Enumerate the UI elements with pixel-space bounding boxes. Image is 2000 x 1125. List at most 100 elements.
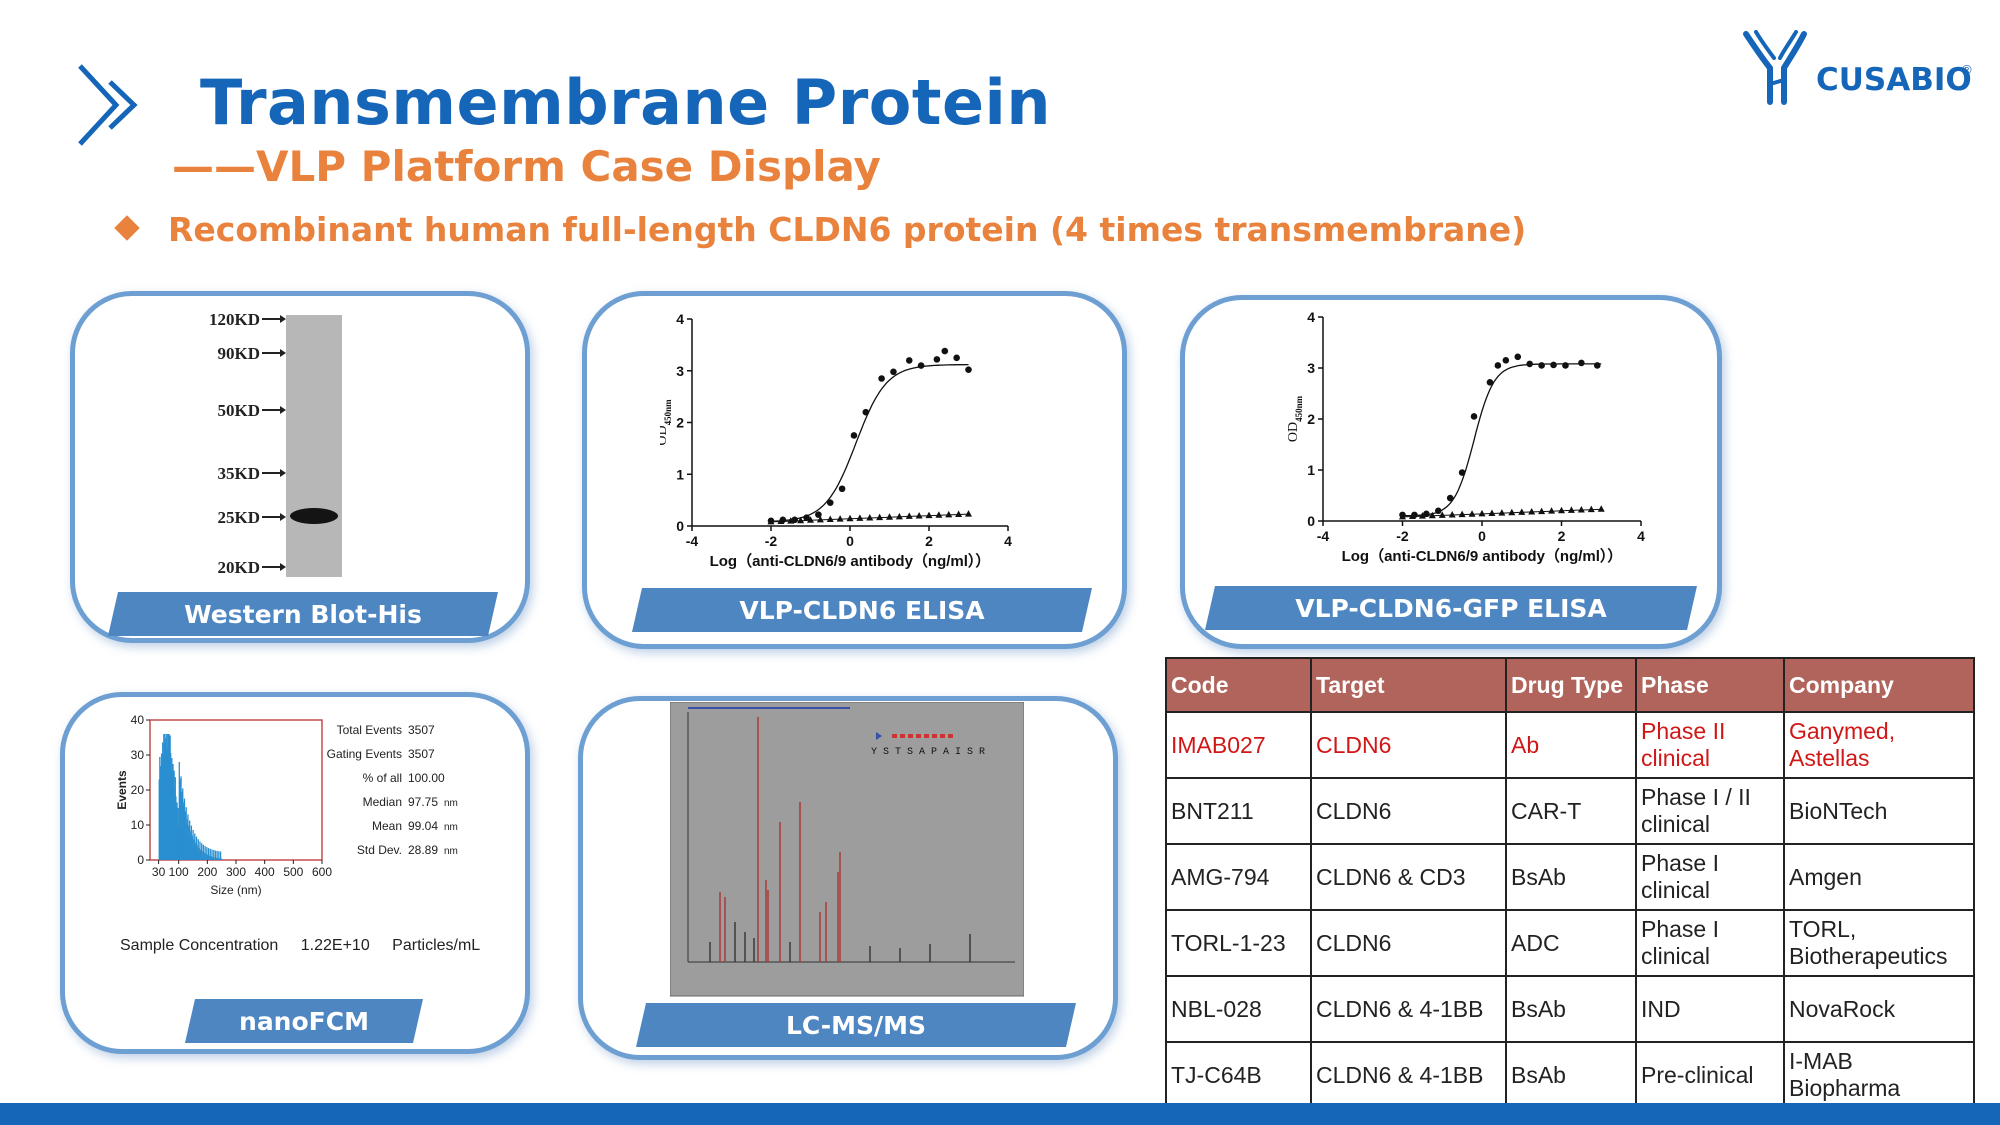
x-axis-label: Size (nm) bbox=[210, 883, 261, 897]
y-tick-label: 0 bbox=[676, 518, 684, 534]
histogram-bar bbox=[218, 851, 220, 860]
bullet-heading: Recombinant human full-length CLDN6 prot… bbox=[114, 210, 1526, 249]
footer-bar bbox=[0, 1103, 2000, 1125]
wb-marker-arrowhead bbox=[280, 315, 286, 323]
data-point bbox=[1434, 507, 1442, 515]
wb-marker-label: 120KD bbox=[209, 310, 260, 329]
data-point bbox=[878, 375, 885, 382]
wb-marker-arrowhead bbox=[280, 563, 286, 571]
cell-code: IMAB027 bbox=[1165, 711, 1312, 779]
control-point bbox=[1518, 508, 1526, 515]
data-point bbox=[850, 432, 858, 439]
cell-phase: Phase II clinical bbox=[1635, 711, 1785, 779]
x-tick-label: 500 bbox=[283, 865, 303, 879]
data-point bbox=[941, 347, 949, 355]
control-point bbox=[816, 515, 824, 523]
cell-company: TORL, Biotherapeutics bbox=[1783, 909, 1975, 977]
control-point bbox=[1577, 506, 1585, 513]
control-point bbox=[1458, 510, 1466, 518]
control-point bbox=[1488, 509, 1496, 516]
control-point bbox=[935, 511, 943, 518]
stat-name: Std Dev. bbox=[357, 843, 402, 857]
control-point bbox=[1408, 512, 1416, 520]
sample-label: Sample Concentration bbox=[120, 937, 279, 954]
control-point bbox=[1558, 506, 1565, 514]
page-subtitle: ——VLP Platform Case Display bbox=[172, 142, 881, 191]
x-tick-label: 4 bbox=[1004, 533, 1012, 549]
y-tick-label: 4 bbox=[1307, 309, 1315, 325]
drug-pipeline-table: Code Target Drug Type Phase Company IMAB… bbox=[1165, 657, 1975, 1109]
peptide-sequence: Y S T S A P A I S R bbox=[871, 747, 985, 758]
wb-marker-arrowhead bbox=[280, 469, 286, 477]
data-point bbox=[1578, 359, 1585, 367]
registered-mark: ® bbox=[1962, 62, 1972, 77]
histogram-bar bbox=[209, 848, 211, 860]
x-tick-label: 2 bbox=[925, 533, 933, 549]
table-row: BNT211 CLDN6 CAR-T Phase I / II clinical… bbox=[1165, 777, 1975, 845]
sample-concentration: Sample Concentration 1.22E+10 Particles/… bbox=[120, 937, 480, 955]
x-tick-label: 400 bbox=[255, 865, 275, 879]
sample-unit: Particles/mL bbox=[392, 937, 481, 954]
control-point bbox=[1597, 505, 1605, 512]
stat-name: Mean bbox=[372, 819, 402, 833]
control-point bbox=[836, 515, 844, 522]
histogram-bar bbox=[216, 850, 218, 860]
cell-phase: Pre-clinical bbox=[1635, 1041, 1785, 1109]
stat-name: Median bbox=[363, 795, 402, 809]
cell-code: AMG-794 bbox=[1165, 843, 1312, 911]
sequence-arrow-icon bbox=[876, 732, 882, 740]
y-tick-label: 3 bbox=[1307, 360, 1315, 376]
wb-marker-label: 35KD bbox=[218, 464, 261, 483]
cell-drug-type: ADC bbox=[1505, 909, 1637, 977]
data-point bbox=[1550, 361, 1557, 369]
ion-marker bbox=[932, 734, 937, 738]
control-point bbox=[1448, 511, 1456, 518]
page-title: Transmembrane Protein bbox=[200, 66, 1051, 139]
data-point bbox=[965, 366, 972, 374]
control-point bbox=[955, 510, 963, 517]
control-point bbox=[925, 511, 933, 519]
elisa-cldn6-label: VLP-CLDN6 ELISA bbox=[632, 588, 1092, 632]
wb-markers: 120KD 90KD 50KD 35KD 25KD 20KD bbox=[209, 310, 286, 577]
x-tick-label: 0 bbox=[846, 533, 854, 549]
y-tick-label: 2 bbox=[1307, 411, 1315, 427]
y-axis-label: Events bbox=[115, 770, 129, 810]
control-point bbox=[945, 510, 953, 518]
data-point bbox=[803, 514, 810, 522]
data-point bbox=[953, 354, 960, 362]
control-point bbox=[807, 516, 814, 523]
control-point bbox=[777, 517, 785, 524]
control-point bbox=[797, 516, 805, 524]
y-axis-label-subscript: 450nm bbox=[663, 399, 673, 426]
data-point bbox=[1593, 362, 1601, 369]
control-point bbox=[826, 515, 834, 523]
y-tick-label: 1 bbox=[1307, 462, 1315, 478]
control-point bbox=[905, 512, 913, 519]
stat-unit: nm bbox=[444, 822, 458, 833]
control-point bbox=[1538, 507, 1546, 515]
stat-name: Gating Events bbox=[327, 747, 402, 761]
cusabio-logo: CUSABIO ® bbox=[1740, 28, 1980, 108]
cell-target: CLDN6 bbox=[1310, 909, 1507, 977]
x-tick-label: 200 bbox=[197, 865, 217, 879]
y-tick-label: 20 bbox=[131, 783, 145, 797]
ion-marker bbox=[900, 734, 905, 738]
cell-code: BNT211 bbox=[1165, 777, 1312, 845]
y-axis-label-subscript: 450nm bbox=[1294, 395, 1304, 422]
antibody-logo-icon bbox=[1743, 30, 1807, 105]
x-tick-label: 4 bbox=[1637, 528, 1645, 544]
x-tick-label: 2 bbox=[1558, 528, 1566, 544]
histogram-bar bbox=[214, 850, 217, 860]
control-point bbox=[876, 513, 884, 521]
cell-drug-type: CAR-T bbox=[1505, 777, 1637, 845]
cell-company: Ganymed, Astellas bbox=[1783, 711, 1975, 779]
stat-value: 100.00 bbox=[408, 771, 445, 785]
sample-value: 1.22E+10 bbox=[300, 937, 370, 954]
spectrum-background bbox=[670, 702, 1024, 997]
cell-drug-type: Ab bbox=[1505, 711, 1637, 779]
table-header-row: Code Target Drug Type Phase Company bbox=[1165, 657, 1975, 713]
control-point bbox=[846, 514, 854, 522]
histogram-bars bbox=[158, 734, 223, 860]
stat-unit: nm bbox=[444, 798, 458, 809]
x-tick-label: 600 bbox=[312, 865, 332, 879]
